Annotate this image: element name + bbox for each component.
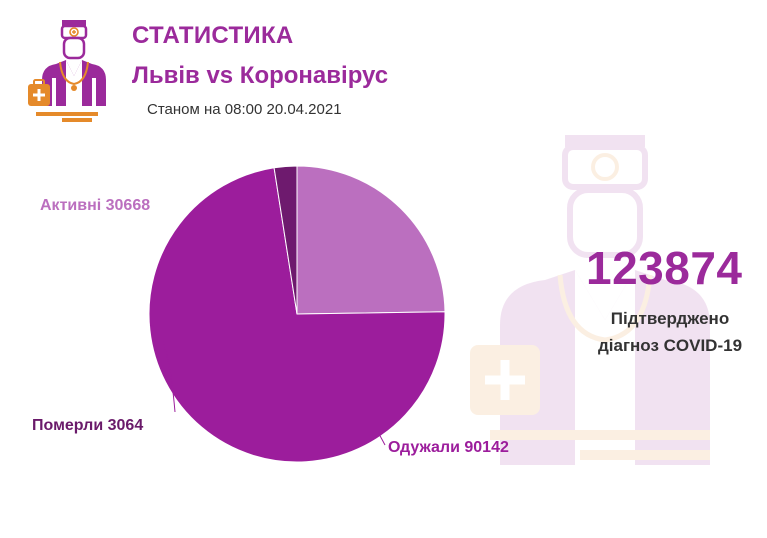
leader-line-deaths <box>149 324 176 413</box>
slice-label-recovered: Одужали 90142 <box>388 439 509 456</box>
confirmed-total: 123874 <box>586 242 743 294</box>
report-date: Станом на 08:00 20.04.2021 <box>147 101 342 118</box>
page-title: СТАТИСТИКА <box>132 22 294 49</box>
confirmed-label: Підтверджено діагноз COVID-19 <box>575 305 765 359</box>
confirmed-label-line1: Підтверджено <box>610 309 730 328</box>
page-subtitle: Львів vs Коронавірус <box>132 62 389 89</box>
confirmed-label-line2: діагноз COVID-19 <box>597 336 743 355</box>
pie-slice-recovered <box>148 167 446 463</box>
doctor-icon <box>28 20 106 122</box>
slice-label-active: Активні 30668 <box>40 197 150 214</box>
leader-line-recovered <box>377 431 386 446</box>
pie-slice-active <box>296 165 446 315</box>
watermark-doctor-icon <box>470 135 710 465</box>
slice-label-deaths: Померли 3064 <box>32 417 143 434</box>
pie-slice-deaths <box>273 165 298 315</box>
